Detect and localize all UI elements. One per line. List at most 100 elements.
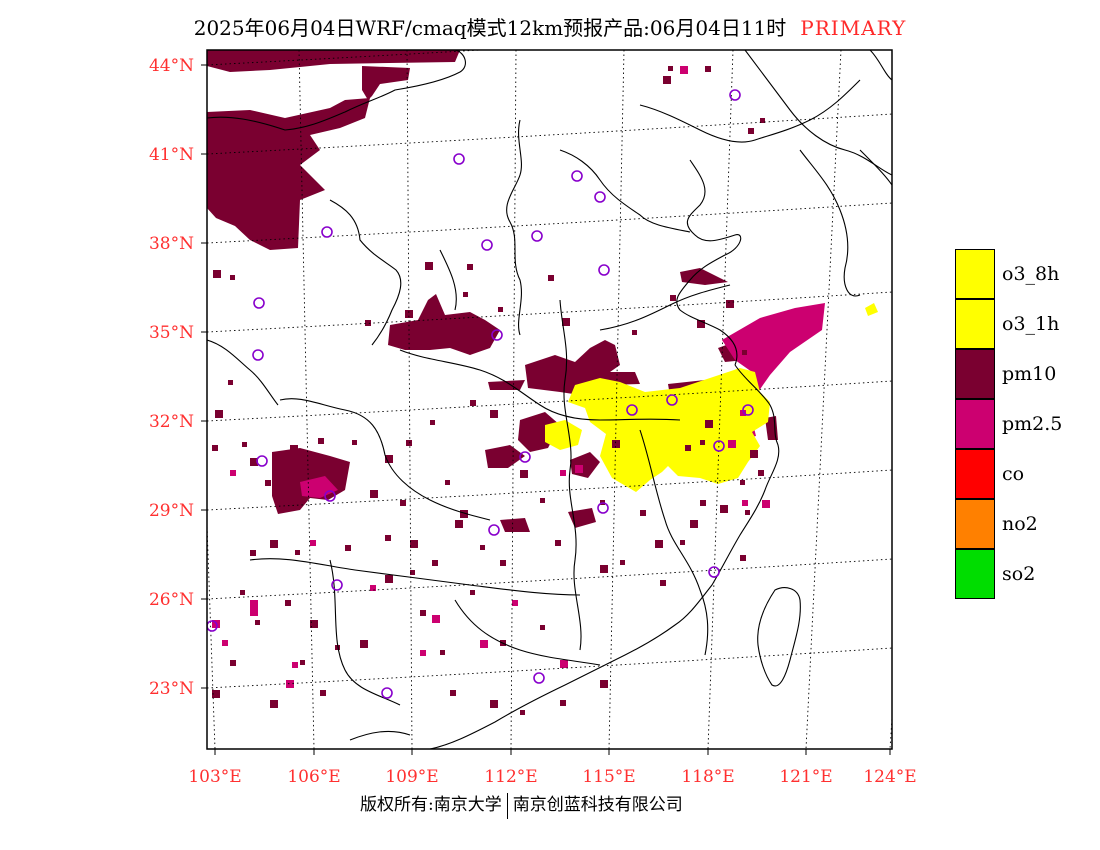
pm25-pixel [560, 470, 566, 476]
lat-label: 29°N [149, 501, 194, 521]
pm10-pixel [740, 480, 745, 485]
pm10-pixel [705, 420, 713, 428]
province-border-13 [439, 249, 457, 311]
pm10-pixel [460, 510, 468, 518]
pm25-pixel [230, 470, 236, 476]
province-border-1 [329, 199, 402, 346]
pm10-region-hubei [488, 380, 525, 390]
lat-label: 32°N [149, 412, 194, 432]
station-marker [533, 672, 545, 684]
pm25-pixel [250, 600, 258, 608]
pm10-pixel [320, 690, 326, 696]
pollution-layer [207, 50, 878, 715]
pm10-pixel [240, 590, 245, 595]
province-border-8 [249, 558, 581, 596]
pm10-pixel [640, 510, 646, 516]
boundaries [207, 50, 892, 749]
station-marker [207, 620, 218, 632]
pm10-pixel [685, 445, 691, 451]
station-marker [708, 566, 720, 578]
pm25-pixel [480, 640, 488, 648]
coastline-east [429, 364, 780, 749]
province-border-11 [207, 339, 279, 406]
station-marker [729, 89, 741, 101]
station-marker [742, 404, 754, 416]
pm25-region-yellow-sea [722, 303, 825, 395]
lon-label: 106°E [287, 767, 340, 787]
pm10-pixel [265, 480, 271, 486]
pm10-region-north-strip [207, 50, 460, 72]
legend-label: so2 [1002, 563, 1036, 585]
pm25-pixel [250, 608, 258, 616]
pm10-pixel [400, 500, 406, 506]
pm10-pixel [230, 275, 235, 280]
pm10-pixel [410, 570, 415, 575]
pm25-pixel [222, 640, 228, 646]
longitude-line [707, 50, 734, 749]
province-border-4 [399, 349, 681, 421]
pm10-pixel [285, 600, 291, 606]
pm10-pixel [498, 307, 503, 312]
pm10-pixel [270, 700, 278, 708]
pm10-pixel [430, 420, 435, 425]
pm25-pixel [292, 662, 298, 668]
legend-swatch [955, 299, 995, 349]
lat-label: 23°N [149, 679, 194, 699]
province-border-10 [454, 599, 601, 666]
pm25-pixel [742, 500, 748, 506]
pm10-region-jianghan [570, 452, 600, 478]
pm25-pixel [370, 585, 376, 591]
pm25-pixel [432, 615, 440, 623]
pm10-pixel [360, 640, 368, 648]
pm10-pixel [270, 540, 278, 548]
pm25-pixel [740, 410, 746, 416]
latitude-axis: 44°N 41°N 38°N 35°N 32°N 29°N 26°N 23°N [149, 56, 207, 699]
legend-label: o3_1h [1002, 313, 1060, 335]
map-title: 2025年06月04日WRF/cmaq模式12km预报产品:06月04日11时 P… [0, 12, 1100, 41]
province-border-7 [639, 429, 709, 656]
pm25-pixel [286, 680, 294, 688]
lat-label: 26°N [149, 590, 194, 610]
pm10-patches [207, 50, 778, 532]
pm10-pixel [560, 700, 566, 706]
pm25-pixel [575, 465, 583, 473]
scattered-pixels [212, 66, 770, 715]
pm10-pixel [520, 710, 525, 715]
pm10-pixel [700, 440, 705, 445]
o3-region-yangtze-delta [568, 368, 770, 492]
legend-label: no2 [1002, 513, 1038, 535]
province-border-9 [329, 559, 401, 706]
copyright-right: 南京创蓝科技有限公司 [512, 795, 683, 815]
pm10-pixel [470, 590, 475, 595]
pm10-pixel [318, 438, 324, 444]
lat-label: 41°N [149, 145, 194, 165]
legend-swatch [955, 399, 995, 449]
station-marker [598, 264, 610, 276]
coastline-liaoning [639, 79, 861, 143]
pm10-pixel [555, 540, 561, 546]
pm10-pixel [250, 458, 258, 466]
pm25-pixel [560, 660, 568, 668]
map-frame [206, 49, 893, 750]
o3-region-small [865, 303, 878, 316]
pm10-pixel [720, 505, 728, 513]
coastline-bohai [676, 159, 742, 366]
pm10-pixel [295, 550, 300, 555]
legend-label: o3_8h [1002, 263, 1060, 285]
longitude-line [298, 50, 315, 749]
lat-label: 38°N [149, 234, 194, 254]
longitude-line [510, 50, 517, 749]
pm10-pixel [697, 320, 705, 328]
legend-swatch [955, 549, 995, 599]
pm10-pixel [760, 118, 765, 123]
longitude-line [608, 50, 625, 749]
lat-label: 44°N [149, 56, 194, 76]
pm10-pixel [680, 540, 685, 545]
pm10-pixel [425, 262, 433, 270]
pm10-pixel [700, 500, 706, 506]
graticule [207, 50, 892, 749]
longitude-axis: 103°E 106°E 109°E 112°E 115°E 118°E 121°E 124°E [188, 749, 917, 787]
legend-label: co [1002, 463, 1025, 485]
latitude-line [207, 558, 892, 600]
